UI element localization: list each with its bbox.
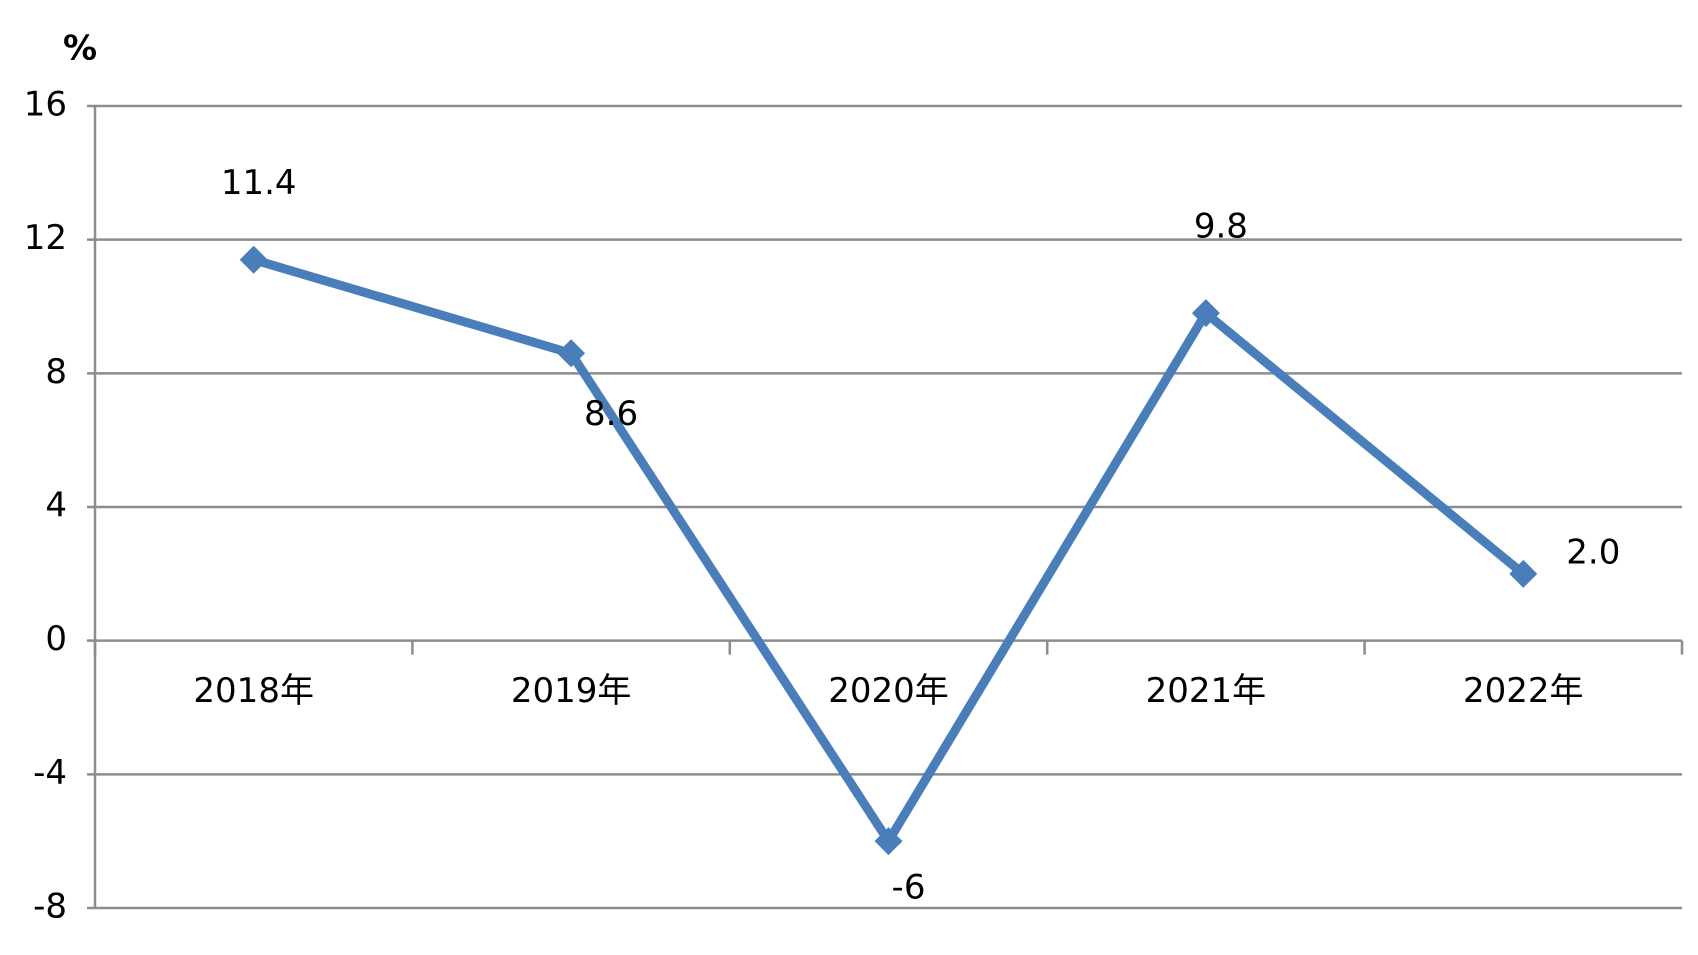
x-tick-label: 2019年: [511, 671, 632, 711]
data-label: 11.4: [221, 163, 297, 203]
data-line: [252, 255, 1527, 846]
x-tick-label: 2018年: [193, 671, 314, 711]
y-tick-label: 12: [24, 218, 67, 258]
y-tick-label: -4: [33, 753, 67, 793]
data-point: [1509, 559, 1538, 588]
data-point: [239, 245, 268, 274]
y-tick-label: -8: [33, 887, 67, 927]
data-point: [557, 339, 586, 368]
data-label: 2.0: [1566, 532, 1620, 572]
data-label: -6: [892, 868, 926, 908]
data-point: [1191, 299, 1220, 328]
data-label: 8.6: [584, 394, 638, 434]
x-tick-label: 2022年: [1463, 671, 1584, 711]
y-tick-label: 0: [45, 619, 67, 659]
data-point: [874, 827, 903, 856]
y-tick-label: 4: [45, 486, 67, 526]
y-tick-label: 16: [24, 85, 67, 125]
y-tick-label: 8: [45, 352, 67, 392]
x-tick-label: 2021年: [1146, 671, 1267, 711]
y-axis-unit: %: [63, 29, 97, 69]
data-label: 9.8: [1194, 207, 1248, 247]
x-tick-label: 2020年: [828, 671, 949, 711]
